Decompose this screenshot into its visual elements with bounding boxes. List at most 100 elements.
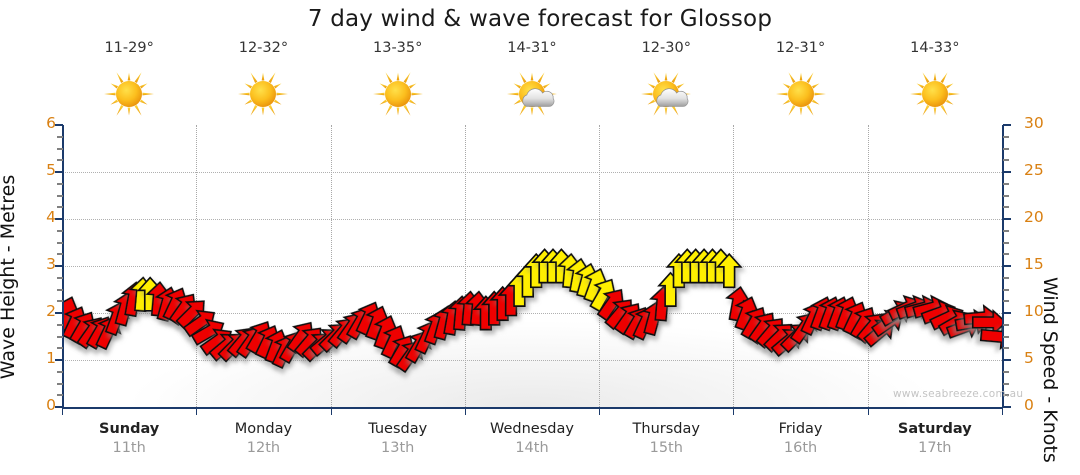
left-minor-tick: [57, 288, 63, 291]
weather-icon-cell-day-6: [733, 66, 867, 122]
left-minor-tick: [57, 241, 63, 244]
right-minor-tick: [1003, 370, 1009, 373]
day-date: 12th: [246, 440, 281, 456]
day-date: 14th: [515, 440, 549, 456]
right-minor-tick: [1003, 394, 1009, 397]
left-tick-4: [55, 218, 63, 220]
right-minor-tick: [1003, 300, 1009, 303]
gridline-v-day-6: [867, 125, 869, 407]
right-minor-tick: [1003, 135, 1009, 138]
sun-icon: [909, 68, 961, 120]
sun-icon: [103, 68, 155, 120]
plot-area: [62, 125, 1002, 407]
temperature-label-day-1: 11-29°: [104, 40, 154, 56]
sun-behind-cloud-icon: [506, 68, 558, 120]
day-date: 16th: [783, 440, 818, 456]
right-tick-15: [1003, 265, 1011, 267]
left-minor-tick: [57, 253, 63, 256]
left-minor-tick: [57, 300, 63, 303]
page-title: 7 day wind & wave forecast for Glossop: [307, 6, 773, 32]
weather-icon-cell-day-2: [196, 66, 330, 122]
left-tick-label-2: 2: [46, 302, 56, 320]
left-tick-1: [55, 359, 63, 361]
x-axis-line: [62, 407, 1002, 409]
temperature-row: 11-29° 12-32° 13-35° 14-31° 12-30° 12-31° 14-3…: [62, 40, 1002, 64]
x-tick-1: [196, 407, 198, 415]
left-tick-label-6: 6: [46, 114, 56, 132]
right-tick-25: [1003, 171, 1011, 173]
day-label-sunday: Sunday 11th: [62, 420, 196, 458]
right-minor-tick: [1003, 323, 1009, 326]
gridline-v-day-2: [330, 125, 332, 407]
left-tick-label-4: 4: [46, 208, 56, 226]
x-tick-5: [733, 407, 735, 415]
x-tick-0: [62, 407, 63, 415]
day-label-row: Sunday 11th Monday 12th Tuesday 13th Wednesday…: [62, 420, 1002, 458]
right-minor-tick: [1003, 229, 1009, 232]
left-tick-label-5: 5: [46, 161, 56, 179]
right-tick-label-30: 30: [1024, 114, 1044, 132]
right-minor-tick: [1003, 382, 1009, 385]
x-tick-7: [1002, 407, 1003, 415]
right-minor-tick: [1003, 206, 1009, 209]
left-tick-3: [55, 265, 63, 267]
weather-icon-cell-day-3: [331, 66, 465, 122]
left-tick-label-3: 3: [46, 255, 56, 273]
right-minor-tick: [1003, 159, 1009, 162]
left-minor-tick: [57, 382, 63, 385]
day-name: Tuesday: [368, 421, 428, 437]
left-minor-tick: [57, 370, 63, 373]
right-minor-tick: [1003, 147, 1009, 150]
right-tick-20: [1003, 218, 1011, 220]
day-label-thursday: Thursday 15th: [599, 420, 733, 458]
day-date: 15th: [649, 440, 683, 456]
x-tick-6: [867, 407, 869, 415]
left-tick-5: [55, 171, 63, 173]
right-minor-tick: [1003, 335, 1009, 338]
left-minor-tick: [57, 335, 63, 338]
wind-arrow: [715, 252, 743, 289]
day-date: 11th: [112, 440, 146, 456]
weather-icon-cell-day-4: [465, 66, 599, 122]
right-tick-label-15: 15: [1024, 255, 1044, 273]
weather-icon-row: [62, 66, 1002, 122]
left-minor-tick: [57, 276, 63, 279]
day-date: 17th: [918, 440, 952, 456]
temperature-label-day-3: 13-35°: [373, 40, 423, 56]
right-tick-label-25: 25: [1024, 161, 1044, 179]
wind-arrow: [979, 323, 1002, 351]
right-tick-10: [1003, 312, 1011, 314]
left-minor-tick: [57, 394, 63, 397]
right-minor-tick: [1003, 288, 1009, 291]
day-name: Friday: [778, 421, 823, 437]
day-name: Sunday: [99, 421, 160, 437]
temperature-label-day-7: 14-33°: [910, 40, 960, 56]
right-minor-tick: [1003, 276, 1009, 279]
watermark: www.seabreeze.com.au: [893, 388, 1024, 400]
weather-icon-cell-day-5: [599, 66, 733, 122]
left-minor-tick: [57, 206, 63, 209]
right-minor-tick: [1003, 241, 1009, 244]
right-minor-tick: [1003, 347, 1009, 350]
right-minor-tick: [1003, 253, 1009, 256]
right-minor-tick: [1003, 182, 1009, 185]
left-tick-6: [55, 124, 63, 126]
gridline-h-5: [62, 172, 1002, 173]
sun-icon: [372, 68, 424, 120]
day-name: Saturday: [897, 421, 972, 437]
left-tick-2: [55, 312, 63, 314]
sun-icon: [237, 68, 289, 120]
left-axis-title: Wave Height - Metres: [0, 174, 20, 380]
weather-icon-cell-day-1: [62, 66, 196, 122]
right-tick-0: [1003, 406, 1011, 408]
left-axis-line: [62, 125, 64, 407]
gridline-h-2: [62, 313, 1002, 314]
x-tick-4: [599, 407, 601, 415]
right-minor-tick: [1003, 194, 1009, 197]
gridline-h-4: [62, 219, 1002, 220]
right-tick-30: [1003, 124, 1011, 126]
day-name: Monday: [234, 421, 293, 437]
x-tick-2: [330, 407, 332, 415]
right-tick-label-20: 20: [1024, 208, 1044, 226]
day-name: Wednesday: [490, 421, 574, 437]
